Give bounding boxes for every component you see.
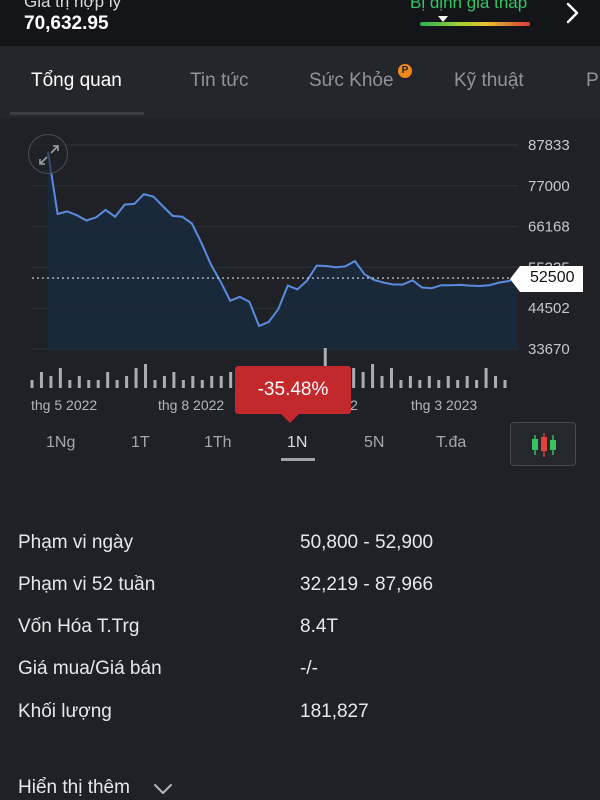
volume-bar	[68, 380, 72, 388]
stat-label-bid-ask: Giá mua/Giá bán	[18, 658, 162, 679]
y-tick-label: 66168	[528, 219, 570, 236]
stat-label-52w-range: Phạm vi 52 tuần	[18, 574, 156, 595]
y-tick-label: 77000	[528, 178, 570, 195]
stat-label-day-range: Phạm vi ngày	[18, 532, 134, 553]
section-tabs: Tổng quan Tin tức Sức Khỏe Kỹ thuật P	[0, 46, 600, 118]
chevron-right-icon[interactable]	[562, 0, 584, 26]
active-tab-indicator	[10, 112, 144, 115]
stat-value-52w-range: 32,219 - 87,966	[300, 574, 434, 595]
volume-bar	[361, 372, 365, 388]
range-1-month[interactable]: 1Th	[204, 434, 232, 451]
range-5-year[interactable]: 5N	[364, 434, 385, 451]
volume-bar	[162, 376, 166, 388]
volume-bar	[125, 376, 129, 388]
active-range-indicator	[281, 458, 315, 461]
volume-bar	[229, 372, 233, 388]
fair-value-label: Giá trị hợp lý	[24, 0, 122, 11]
volume-bar	[58, 368, 62, 388]
fair-value-amount: 70,632.95	[24, 13, 109, 34]
fair-value-bar[interactable]: Giá trị hợp lý 70,632.95 Bị định giá thấ…	[0, 0, 600, 46]
stat-value-volume: 181,827	[300, 701, 369, 722]
volume-bar	[115, 380, 119, 388]
volume-bar	[144, 364, 148, 388]
meter-pointer-icon	[438, 16, 448, 22]
x-tick-label: thg 3 2023	[411, 397, 477, 413]
volume-bar	[352, 368, 356, 388]
volume-bar	[30, 380, 34, 388]
valuation-meter	[420, 22, 530, 26]
volume-bar	[200, 380, 204, 388]
stat-label-market-cap: Vốn Hóa T.Trg	[18, 616, 140, 637]
y-tick-label: 33670	[528, 341, 570, 358]
y-tick-label: 87833	[528, 137, 570, 154]
volume-bar	[503, 380, 507, 388]
expand-chart-button[interactable]	[28, 134, 68, 174]
volume-bar	[446, 376, 450, 388]
y-tick-label: 44502	[528, 300, 570, 317]
stat-value-market-cap: 8.4T	[300, 616, 339, 637]
volume-bar	[465, 376, 469, 388]
stat-value-bid-ask: -/-	[300, 658, 318, 679]
volume-bar	[427, 376, 431, 388]
range-1-week[interactable]: 1T	[131, 434, 150, 451]
volume-bar	[191, 376, 195, 388]
volume-bar	[87, 380, 91, 388]
volume-bar	[153, 380, 157, 388]
volume-bar	[77, 376, 81, 388]
volume-bar	[389, 368, 393, 388]
current-price-tag: 52500	[510, 266, 583, 292]
tab-news[interactable]: Tin tức	[190, 70, 249, 91]
volume-bar	[456, 380, 460, 388]
x-tick-label: thg 8 2022	[158, 397, 224, 413]
volume-bar	[475, 380, 479, 388]
volume-bar	[181, 380, 185, 388]
stat-label-volume: Khối lượng	[18, 701, 112, 722]
tab-next[interactable]: P	[586, 70, 599, 91]
range-max[interactable]: T.đa	[436, 434, 467, 451]
volume-bar	[49, 376, 53, 388]
price-line	[47, 151, 519, 328]
volume-bar	[418, 380, 422, 388]
volume-bar	[172, 372, 176, 388]
volume-bar	[210, 376, 214, 388]
tab-technical[interactable]: Kỹ thuật	[454, 70, 524, 91]
tab-health[interactable]: Sức Khỏe	[309, 70, 394, 91]
x-tick-label: thg 5 2022	[31, 397, 97, 413]
candlestick-toggle-button[interactable]	[510, 422, 576, 466]
y-axis: 878337700066168553354450233670	[528, 137, 570, 358]
volume-bar	[39, 372, 43, 388]
stat-value-day-range: 50,800 - 52,900	[300, 532, 434, 553]
volume-bar	[380, 376, 384, 388]
volume-bar	[371, 364, 375, 388]
valuation-badge: Bị định giá thấp	[410, 0, 528, 12]
expand-icon	[39, 145, 59, 165]
volume-bar	[484, 368, 488, 388]
price-area	[48, 151, 518, 349]
pro-badge-icon: P	[398, 64, 412, 78]
change-percent-bubble: -35.48%	[235, 366, 351, 423]
volume-bar	[494, 376, 498, 388]
volume-bar	[408, 376, 412, 388]
show-more-link[interactable]: Hiển thị thêm	[18, 777, 130, 798]
volume-bar	[437, 380, 441, 388]
volume-bar	[219, 376, 223, 388]
tab-overview[interactable]: Tổng quan	[31, 70, 122, 91]
volume-bar	[106, 372, 110, 388]
volume-bar	[134, 368, 138, 388]
range-1-year[interactable]: 1N	[287, 434, 308, 451]
chevron-down-icon[interactable]	[152, 781, 174, 797]
candlestick-icon	[532, 433, 556, 457]
volume-bar	[399, 380, 403, 388]
range-1-day[interactable]: 1Ng	[46, 434, 76, 451]
volume-bar	[96, 380, 100, 388]
